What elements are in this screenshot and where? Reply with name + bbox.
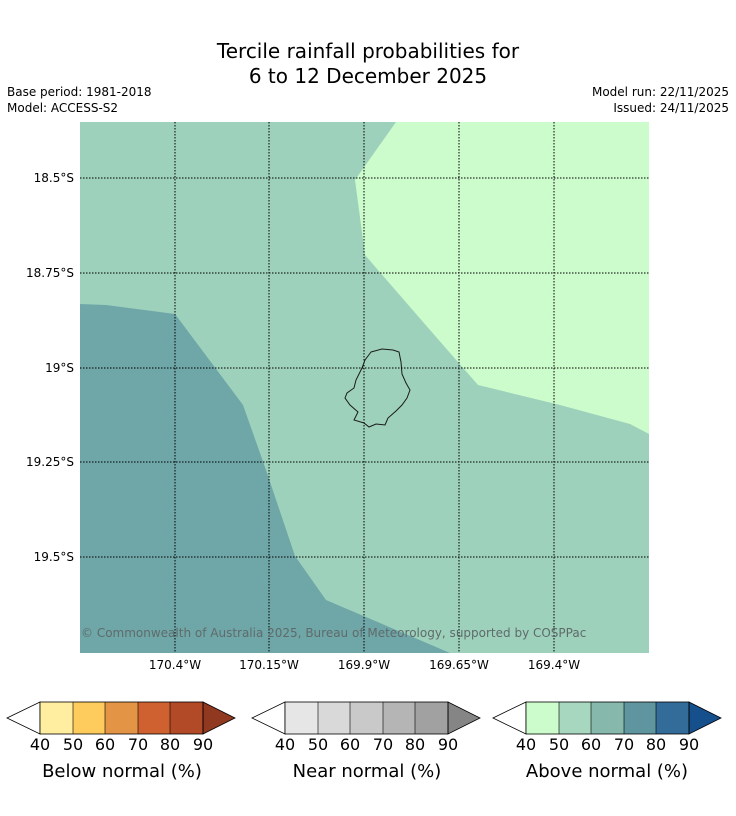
title-line-1: Tercile rainfall probabilities for (216, 39, 520, 63)
colorbar-above-min-arrow (492, 701, 527, 735)
lon-label-169-65: 169.65°W (429, 658, 489, 672)
colorbar-below-min-arrow (6, 701, 41, 735)
colorbar-above-bin-3 (591, 702, 624, 734)
colorbar-near (251, 701, 481, 735)
colorbar-above-bin-5 (656, 702, 689, 734)
region-above-normal-70-80 (80, 304, 450, 653)
tick-near-70: 70 (372, 735, 394, 754)
model-run: Model run: 22/11/2025 (591, 85, 729, 99)
lon-label-170-4: 170.4°W (148, 658, 202, 672)
tick-near-50: 50 (307, 735, 329, 754)
meta-left: Base period: 1981-2018 Model: ACCESS-S2 (7, 84, 152, 116)
colorbar-below-max-arrow (202, 701, 236, 735)
tick-near-40: 40 (274, 735, 296, 754)
tick-near-60: 60 (339, 735, 361, 754)
colorbar-below-dividers (72, 702, 171, 734)
lat-label-19-5: 19.5°S (33, 550, 74, 564)
lon-label-169-4: 169.4°W (527, 658, 581, 672)
lat-label-19: 19°S (45, 361, 74, 375)
lat-label-18-75: 18.75°S (26, 266, 74, 280)
tick-above-90: 90 (678, 735, 700, 754)
colorbar-near-bin-4 (383, 702, 415, 734)
tick-near-90: 90 (437, 735, 459, 754)
colorbar-below-bin-2 (73, 702, 105, 734)
colorbar-below-bin-5 (170, 702, 203, 734)
colorbar-below-bin-4 (138, 702, 170, 734)
tick-above-60: 60 (580, 735, 602, 754)
colorbar-above (492, 701, 722, 735)
colorbar-below-bin-1 (40, 702, 73, 734)
tick-above-40: 40 (515, 735, 537, 754)
tick-below-40: 40 (29, 735, 51, 754)
tick-below-90: 90 (192, 735, 214, 754)
colorbar-below-label: Below normal (%) (42, 761, 202, 782)
colorbar-near-bin-3 (350, 702, 383, 734)
region-above-normal-40-50 (355, 122, 649, 434)
graticule (80, 122, 649, 653)
meta-right: Model run: 22/11/2025 Issued: 24/11/2025 (592, 84, 729, 116)
colorbar-near-min-arrow (251, 701, 286, 735)
base-period: Base period: 1981-2018 (7, 85, 152, 99)
colorbar-above-max-arrow (688, 701, 722, 735)
tick-below-60: 60 (94, 735, 116, 754)
colorbar-above-bin-2 (559, 702, 591, 734)
tick-above-70: 70 (613, 735, 635, 754)
issued-date: Issued: 24/11/2025 (613, 101, 729, 115)
lon-label-170-15: 170.15°W (239, 658, 299, 672)
tick-above-80: 80 (645, 735, 667, 754)
island-outline (344, 348, 411, 428)
colorbar-near-bin-5 (415, 702, 448, 734)
model-name: Model: ACCESS-S2 (7, 101, 119, 115)
colorbar-below-bin-3 (105, 702, 138, 734)
colorbar-near-dividers (317, 702, 416, 734)
tick-below-50: 50 (62, 735, 84, 754)
tick-above-50: 50 (548, 735, 570, 754)
lat-label-18-5: 18.5°S (33, 171, 74, 185)
lon-label-169-9: 169.9°W (337, 658, 391, 672)
tick-below-70: 70 (127, 735, 149, 754)
colorbar-above-dividers (558, 702, 657, 734)
colorbar-near-max-arrow (447, 701, 481, 735)
lat-label-19-25: 19.25°S (26, 455, 74, 469)
colorbar-below (6, 701, 236, 735)
tick-near-80: 80 (404, 735, 426, 754)
colorbar-near-bin-2 (318, 702, 350, 734)
tick-below-80: 80 (159, 735, 181, 754)
colorbar-near-bin-1 (285, 702, 318, 734)
title-line-2: 6 to 12 December 2025 (248, 64, 488, 88)
colorbar-above-bin-4 (624, 702, 656, 734)
copyright-notice: © Commonwealth of Australia 2025, Bureau… (81, 626, 587, 640)
colorbar-above-label: Above normal (%) (525, 761, 689, 782)
map-title: Tercile rainfall probabilities for 6 to … (0, 39, 736, 89)
colorbar-near-label: Near normal (%) (292, 761, 442, 782)
colorbar-above-bin-1 (526, 702, 559, 734)
